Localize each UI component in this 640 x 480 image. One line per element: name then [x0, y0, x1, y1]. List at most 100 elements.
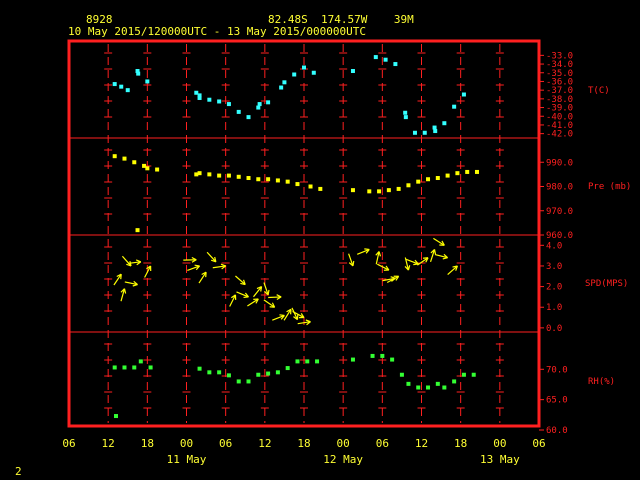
pressure-point — [426, 177, 431, 182]
wind-shaft — [386, 275, 399, 284]
pressure-point — [122, 156, 127, 161]
humidity-point — [426, 385, 431, 390]
humidity-point — [452, 379, 457, 384]
wind-shaft — [283, 308, 292, 321]
wind-head — [452, 265, 458, 268]
station-id: 8928 — [86, 13, 113, 26]
y-tick-label: 4.0 — [546, 241, 562, 251]
wind-barb — [253, 286, 263, 298]
wind-shaft — [405, 258, 419, 265]
wind-head — [385, 265, 390, 271]
humidity-point — [226, 373, 231, 378]
wind-barb — [127, 259, 142, 266]
y-tick-label: -33.0 — [546, 51, 573, 61]
y-tick-label: 990.0 — [546, 158, 573, 168]
humidity-point — [350, 357, 355, 362]
wind-head — [364, 248, 370, 251]
pressure-point — [377, 189, 382, 194]
x-day-label: 12 May — [323, 453, 363, 466]
pressure-point — [445, 173, 450, 178]
wind-shaft — [235, 275, 246, 285]
pressure-axis-label: Pre (mb) — [588, 182, 631, 192]
wind-shaft — [297, 321, 311, 325]
wind-head — [443, 253, 449, 259]
wind-head — [378, 251, 382, 257]
wind-head — [430, 249, 435, 254]
humidity-point — [295, 359, 300, 364]
humidity-point — [275, 370, 280, 375]
humidity-point — [246, 379, 251, 384]
humidity-point — [315, 359, 320, 364]
y-tick-label: -39.0 — [546, 104, 573, 114]
humidity-point — [416, 385, 421, 390]
wind-barb — [121, 255, 132, 267]
temperature-point — [350, 69, 355, 74]
temperature-point — [207, 97, 212, 102]
temperature-point — [422, 130, 427, 135]
temperature-point — [197, 93, 202, 98]
wind-barb — [144, 265, 152, 278]
wind-barb — [433, 237, 445, 246]
wind-head — [348, 262, 354, 267]
temperature-point — [302, 65, 306, 70]
wind-barb — [124, 280, 138, 287]
wind-head — [422, 257, 429, 259]
temperature-point — [112, 82, 117, 87]
humidity-point — [148, 365, 153, 370]
wind-head — [120, 288, 125, 293]
x-tick-label: 18 — [297, 437, 310, 450]
humidity-point — [266, 371, 271, 376]
wind-barb — [348, 253, 355, 267]
y-tick-label: -41.0 — [546, 121, 573, 131]
wind-shaft — [263, 299, 275, 308]
y-tick-label: 3.0 — [546, 262, 562, 272]
wind-barb — [291, 307, 299, 321]
wind-shaft — [187, 265, 200, 271]
pressure-point — [266, 177, 271, 182]
humidity-point — [112, 365, 117, 370]
wind-head — [404, 266, 409, 271]
wind-shaft — [377, 263, 390, 271]
humidity-point — [132, 365, 137, 370]
humidity-point — [442, 385, 447, 390]
humidity-point — [406, 381, 411, 386]
wind-barb — [297, 319, 311, 326]
wind-head — [243, 296, 249, 299]
humidity-point — [471, 372, 476, 377]
wind-barb — [417, 257, 429, 266]
x-tick-label: 06 — [376, 437, 389, 450]
wind-head — [425, 257, 429, 263]
pressure-point — [142, 163, 147, 168]
x-tick-label: 00 — [337, 437, 350, 450]
wind-head — [210, 259, 217, 263]
wind-head — [269, 306, 275, 308]
wind-head — [194, 264, 200, 267]
temperature-point — [383, 57, 388, 62]
humidity-point — [122, 365, 127, 370]
wind-shaft — [268, 296, 282, 299]
humidity-point — [399, 372, 404, 377]
wind-head — [214, 256, 217, 262]
wind-barb — [356, 248, 370, 255]
y-tick-label: -38.0 — [546, 95, 573, 105]
wind-head — [414, 259, 419, 265]
wind-head — [132, 283, 138, 287]
wind-head — [244, 292, 249, 298]
humidity-point — [138, 359, 143, 364]
wind-barb — [236, 291, 249, 299]
pressure-point — [295, 182, 300, 187]
wind-shaft — [253, 286, 263, 298]
temperature-point — [433, 129, 438, 134]
wind-head — [442, 257, 448, 260]
temperature-axis-label: T(C) — [588, 86, 610, 96]
y-tick-label: 970.0 — [546, 207, 573, 217]
y-tick-label: -36.0 — [546, 77, 573, 87]
pressure-point — [308, 184, 313, 189]
wind-shaft — [356, 248, 370, 255]
pressure-point — [194, 172, 199, 177]
wind-barb — [405, 258, 419, 266]
wind-barb — [377, 263, 390, 271]
temperature-point — [246, 115, 251, 120]
y-tick-label: 2.0 — [546, 283, 562, 293]
